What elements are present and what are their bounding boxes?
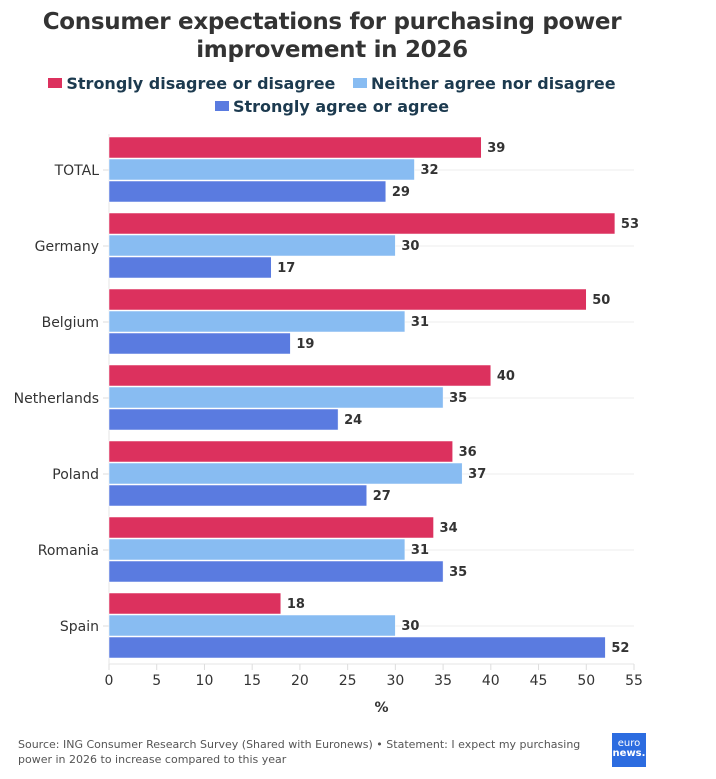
bar — [108, 158, 415, 181]
legend-item-disagree[interactable]: Strongly disagree or disagree — [48, 72, 335, 95]
legend: Strongly disagree or disagree Neither ag… — [0, 72, 664, 118]
bar — [108, 310, 406, 333]
x-tick-label: 35 — [434, 673, 452, 689]
legend-swatch-neither — [352, 78, 367, 88]
bar — [108, 484, 367, 507]
bar — [108, 180, 387, 203]
data-label: 29 — [392, 185, 410, 200]
chart-title: Consumer expectations for purchasing pow… — [42, 9, 622, 63]
category-label: Spain — [60, 619, 99, 635]
data-label: 37 — [468, 467, 486, 482]
data-label: 27 — [373, 489, 391, 504]
data-label: 36 — [459, 445, 477, 460]
x-tick-label: 50 — [577, 673, 595, 689]
x-tick-label: 15 — [243, 673, 261, 689]
data-label: 50 — [592, 293, 610, 308]
euronews-logo: euro news. — [612, 733, 646, 767]
data-label: 17 — [277, 261, 295, 276]
bar — [108, 614, 396, 637]
legend-label-neither: Neither agree nor disagree — [370, 74, 616, 93]
x-tick-label: 45 — [530, 673, 548, 689]
data-label: 31 — [411, 543, 429, 558]
bar — [108, 212, 616, 235]
bar — [108, 440, 453, 463]
data-label: 18 — [287, 597, 305, 612]
logo-text-euro: euro — [617, 738, 641, 749]
data-label: 30 — [401, 619, 419, 634]
source-note: Source: ING Consumer Research Survey (Sh… — [18, 738, 581, 766]
bar — [108, 462, 463, 485]
bar — [108, 592, 282, 615]
x-axis-title: % — [374, 700, 388, 716]
category-label: Netherlands — [14, 391, 99, 407]
bar — [108, 332, 291, 355]
x-tick-label: 0 — [105, 673, 114, 689]
data-label: 52 — [611, 641, 629, 656]
category-label: Germany — [35, 239, 99, 255]
legend-swatch-disagree — [48, 78, 63, 88]
legend-swatch-agree — [214, 101, 229, 111]
data-label: 35 — [449, 565, 467, 580]
data-label: 40 — [497, 369, 515, 384]
x-tick-label: 25 — [339, 673, 357, 689]
bar — [108, 234, 396, 257]
data-label: 32 — [420, 163, 438, 178]
bar — [108, 408, 339, 431]
x-tick-label: 40 — [482, 673, 500, 689]
bar — [108, 256, 272, 279]
bar — [108, 386, 444, 409]
category-label: TOTAL — [54, 163, 100, 179]
x-tick-label: 5 — [152, 673, 161, 689]
bar — [108, 538, 406, 561]
data-label: 30 — [401, 239, 419, 254]
category-label: Belgium — [42, 315, 99, 331]
bar — [108, 364, 492, 387]
x-tick-label: 55 — [625, 673, 643, 689]
bar — [108, 560, 444, 583]
data-label: 35 — [449, 391, 467, 406]
legend-item-agree[interactable]: Strongly agree or agree — [214, 95, 450, 118]
data-label: 53 — [621, 217, 639, 232]
data-label: 34 — [440, 521, 458, 536]
legend-label-disagree: Strongly disagree or disagree — [66, 74, 336, 93]
data-label: 39 — [487, 141, 505, 156]
bar — [108, 288, 587, 311]
category-label: Poland — [52, 467, 99, 483]
x-tick-label: 10 — [196, 673, 214, 689]
bar — [108, 516, 434, 539]
bar — [108, 636, 606, 659]
logo-text-news: news. — [612, 748, 646, 759]
category-label: Romania — [38, 543, 99, 559]
legend-label-agree: Strongly agree or agree — [232, 97, 450, 116]
data-label: 24 — [344, 413, 362, 428]
x-tick-label: 20 — [291, 673, 309, 689]
x-tick-label: 30 — [386, 673, 404, 689]
legend-item-neither[interactable]: Neither agree nor disagree — [352, 72, 616, 95]
data-label: 31 — [411, 315, 429, 330]
data-label: 19 — [296, 337, 314, 352]
bar — [108, 136, 482, 159]
